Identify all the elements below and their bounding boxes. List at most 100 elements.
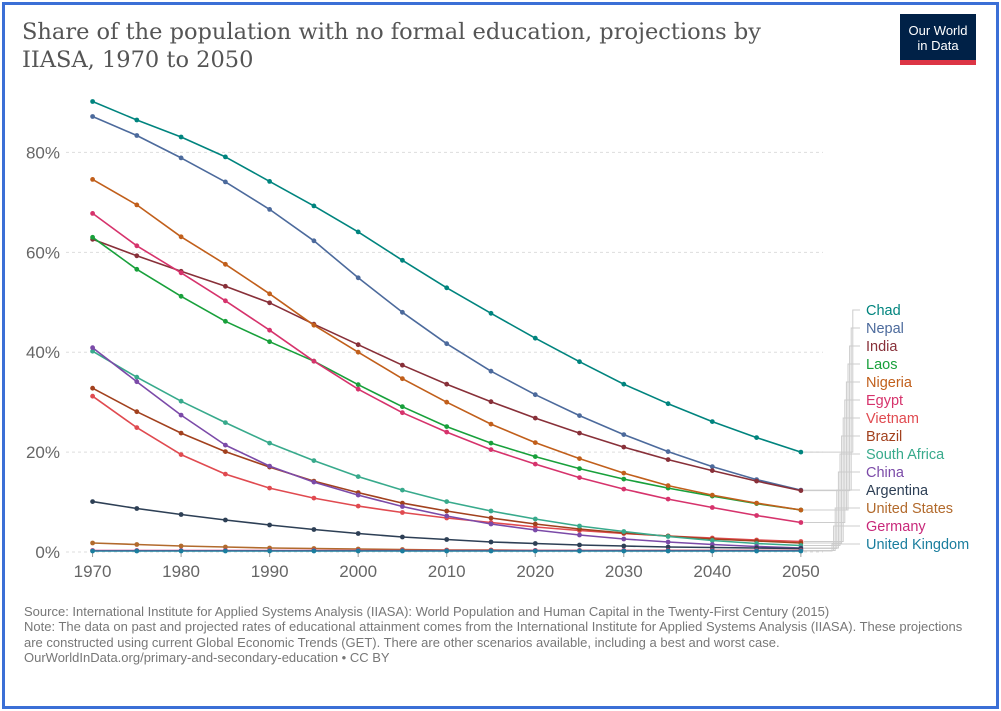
legend-label-brazil[interactable]: Brazil [866,429,902,445]
data-point-nigeria[interactable] [355,349,361,355]
data-point-chad[interactable] [798,449,804,455]
data-point-egypt[interactable] [178,270,184,276]
data-point-china[interactable] [577,532,582,538]
legend-label-germany[interactable]: Germany [866,519,926,535]
series-egypt[interactable] [90,211,804,525]
data-point-china[interactable] [311,479,317,485]
data-point-argentina[interactable] [400,534,405,540]
data-point-brazil[interactable] [400,500,405,506]
data-point-south-africa[interactable] [400,487,405,493]
data-point-vietnam[interactable] [311,495,317,501]
data-point-united-kingdom[interactable] [400,548,405,554]
data-point-brazil[interactable] [223,449,228,454]
legend-label-egypt[interactable]: Egypt [866,393,903,409]
data-point-egypt[interactable] [400,410,405,416]
owid-logo[interactable]: Our World in Data [900,14,976,65]
data-point-chad[interactable] [178,134,184,140]
data-point-chad[interactable] [400,257,405,263]
data-point-south-africa[interactable] [488,508,494,514]
data-point-brazil[interactable] [532,521,538,527]
legend-label-south-africa[interactable]: South Africa [866,447,945,463]
data-point-united-kingdom[interactable] [532,548,538,554]
series-line-india[interactable] [92,238,802,492]
data-point-india[interactable] [267,300,272,306]
data-point-south-africa[interactable] [577,523,582,529]
data-point-laos[interactable] [488,440,494,446]
data-point-united-kingdom[interactable] [798,548,804,554]
data-point-argentina[interactable] [488,539,494,545]
data-point-india[interactable] [577,430,582,436]
data-point-argentina[interactable] [444,537,450,542]
data-point-argentina[interactable] [665,544,671,550]
data-point-chad[interactable] [134,117,140,123]
data-point-united-kingdom[interactable] [621,548,627,554]
data-point-nigeria[interactable] [223,261,228,267]
data-point-nepal[interactable] [665,449,671,454]
data-point-vietnam[interactable] [90,393,95,399]
data-point-united-kingdom[interactable] [709,548,715,554]
series-vietnam[interactable] [90,393,804,544]
data-point-india[interactable] [134,253,140,259]
data-point-south-africa[interactable] [444,499,450,504]
data-point-laos[interactable] [532,454,538,459]
series-nigeria[interactable] [90,177,804,513]
data-point-united-kingdom[interactable] [355,548,361,554]
data-point-egypt[interactable] [621,486,627,492]
data-point-nepal[interactable] [311,238,317,244]
data-point-egypt[interactable] [577,475,582,480]
data-point-nigeria[interactable] [665,483,671,488]
data-point-egypt[interactable] [488,447,494,452]
data-point-china[interactable] [178,412,184,418]
data-point-nepal[interactable] [532,392,538,398]
data-point-egypt[interactable] [223,298,228,304]
data-point-egypt[interactable] [665,496,671,502]
data-point-nigeria[interactable] [621,470,627,476]
data-point-vietnam[interactable] [134,425,140,430]
data-point-vietnam[interactable] [178,452,184,457]
data-point-argentina[interactable] [577,542,582,548]
data-point-india[interactable] [444,381,450,387]
data-point-egypt[interactable] [134,243,140,249]
data-point-nepal[interactable] [709,464,715,469]
data-point-chad[interactable] [311,203,317,209]
data-point-argentina[interactable] [267,522,272,528]
data-point-india[interactable] [400,362,405,368]
data-point-chad[interactable] [577,359,582,365]
data-point-united-kingdom[interactable] [223,548,228,554]
data-point-south-africa[interactable] [134,374,140,380]
data-point-south-africa[interactable] [621,529,627,534]
data-point-brazil[interactable] [488,515,494,521]
data-point-china[interactable] [134,379,140,385]
data-point-nepal[interactable] [134,133,140,138]
data-point-china[interactable] [355,492,361,498]
data-point-south-africa[interactable] [90,348,95,354]
data-point-argentina[interactable] [355,531,361,536]
data-point-egypt[interactable] [798,520,804,525]
legend-label-united-states[interactable]: United States [866,501,953,517]
data-point-south-africa[interactable] [355,474,361,479]
data-point-egypt[interactable] [444,429,450,435]
data-point-united-states[interactable] [90,540,95,546]
legend-label-india[interactable]: India [866,339,898,355]
data-point-united-states[interactable] [178,543,184,549]
data-point-india[interactable] [754,478,759,484]
data-point-chad[interactable] [709,419,715,424]
data-point-egypt[interactable] [267,327,272,333]
data-point-chad[interactable] [754,435,759,440]
data-point-chad[interactable] [223,154,228,160]
data-point-china[interactable] [488,521,494,527]
data-point-vietnam[interactable] [223,471,228,477]
data-point-laos[interactable] [267,339,272,345]
data-point-chad[interactable] [90,99,95,104]
data-point-nigeria[interactable] [267,291,272,297]
data-point-argentina[interactable] [134,506,140,511]
data-point-china[interactable] [90,345,95,351]
data-point-india[interactable] [665,457,671,462]
legend-label-nigeria[interactable]: Nigeria [866,375,913,391]
data-point-laos[interactable] [355,382,361,388]
data-point-india[interactable] [798,488,804,493]
data-point-vietnam[interactable] [267,485,272,491]
data-point-chad[interactable] [532,335,538,341]
data-point-south-africa[interactable] [311,458,317,463]
data-point-nigeria[interactable] [134,202,140,208]
